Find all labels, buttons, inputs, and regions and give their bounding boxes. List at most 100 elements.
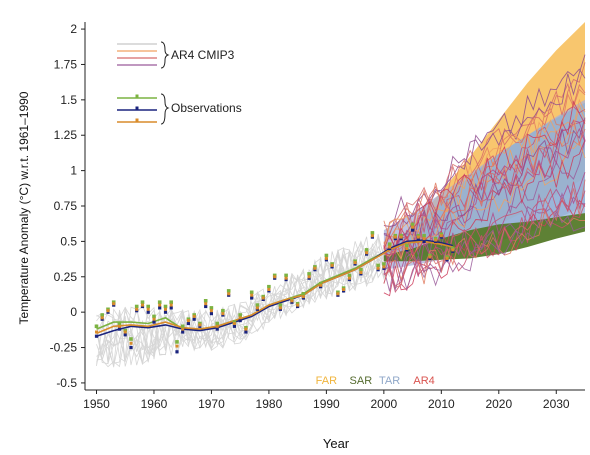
annual-marker-navy [152,320,156,324]
annual-marker-orange [164,307,167,311]
annual-marker-orange [347,276,351,280]
annual-marker-orange [227,292,231,296]
x-tick-label: 1950 [83,397,110,411]
annual-marker-orange [307,275,311,279]
annual-marker-navy [232,324,236,328]
annual-marker-green [364,248,369,252]
annual-marker-orange [232,322,236,325]
cmip3-projection-run [383,209,586,285]
annual-marker-navy [158,306,162,310]
annual-marker-orange [353,261,357,265]
annual-marker-orange [301,295,305,299]
cmip3-hist-run [96,258,390,363]
legend-label-observations: Observations [171,101,242,115]
annual-marker-orange [330,263,334,267]
annual-marker-green [134,304,139,309]
annual-marker-navy [181,330,185,334]
annual-marker-green [117,321,122,326]
annual-marker-orange [123,330,127,334]
annual-marker-green [347,273,352,278]
annual-marker-orange [112,302,116,306]
annual-marker-navy [123,333,127,337]
observation-line-2 [96,239,453,337]
annual-marker-green [203,299,208,303]
annual-marker-navy [209,312,213,316]
x-tick-label: 2000 [370,397,397,411]
x-tick-label: 1990 [313,397,340,411]
cmip3-hist-run [96,241,390,365]
cmip3-hist-run [96,235,390,368]
annual-marker-green [284,273,288,278]
annual-marker-orange [221,312,225,316]
annual-marker-orange [365,251,369,255]
annual-marker-orange [382,265,386,269]
y-tick-label: 1.25 [54,128,78,142]
cmip3-projection-run [383,141,586,261]
annual-marker-green [370,231,375,235]
x-tick-label: 2010 [428,397,455,411]
annual-marker-green [226,289,231,293]
annual-marker-orange [135,307,139,311]
annual-marker-orange [267,288,271,291]
annual-marker-orange [296,303,300,307]
observations-layer [96,239,453,337]
cmip3-projection-run [383,103,586,253]
annual-marker-orange [158,303,162,307]
annual-marker-orange [192,314,196,318]
annual-marker-navy [215,327,219,331]
annual-marker-orange [255,306,259,310]
annual-marker-navy [169,306,173,310]
annual-marker-orange [238,316,242,320]
cmip3-projection-run [383,105,586,256]
annual-markers-layer [94,222,455,354]
legend: AR4 CMIP3 Observations [117,41,242,125]
annual-marker-green [209,306,214,310]
annual-marker-orange [319,283,323,287]
cmip3-envelope-layer [96,229,390,368]
annual-marker-orange [129,341,133,345]
annual-marker-orange [313,266,317,270]
x-tick-label: 1970 [198,397,225,411]
annual-marker-green [410,222,415,227]
annual-marker-orange [411,225,415,229]
cmip3-projection-run [383,119,586,254]
annual-marker-orange [324,256,328,260]
cmip3-projection-run [383,140,586,259]
y-tick-label: 2 [70,22,77,36]
cmip3-projection-run [383,120,586,260]
annual-marker-orange [209,309,213,313]
legend-marker-observations [135,118,139,122]
y-tick-label: -0.5 [56,376,77,390]
annual-marker-orange [399,235,403,239]
cmip3-ensemble-layer [383,54,586,297]
annual-marker-orange [181,327,185,331]
y-tick-label: -0.25 [50,341,78,355]
cmip3-projection-run [383,210,586,292]
annual-marker-orange [204,302,208,306]
annual-marker-green [422,233,426,238]
legend-brace-ar4 [160,41,170,69]
annual-marker-orange [434,238,438,242]
assessment-label-far: FAR [316,375,337,387]
observation-line-3 [96,240,453,335]
annual-marker-green [382,262,386,266]
annual-marker-navy [117,327,122,331]
annual-marker-orange [198,323,202,327]
annual-marker-green [180,324,185,329]
annual-marker-orange [100,316,104,320]
annual-marker-green [307,272,311,276]
assessment-label-ar4: AR4 [413,375,434,387]
cmip3-projection-run [383,100,586,250]
annual-marker-green [267,284,271,289]
cmip3-projection-run [383,199,586,297]
annual-marker-orange [106,309,110,313]
annual-marker-orange [118,324,121,328]
cmip3-hist-run [96,231,390,366]
annual-marker-green [255,303,260,307]
annual-marker-orange [428,255,432,259]
annual-marker-orange [278,306,282,310]
annual-marker-navy [94,334,99,338]
y-tick-label: 1.5 [60,93,77,107]
cmip3-projection-run [383,179,586,289]
